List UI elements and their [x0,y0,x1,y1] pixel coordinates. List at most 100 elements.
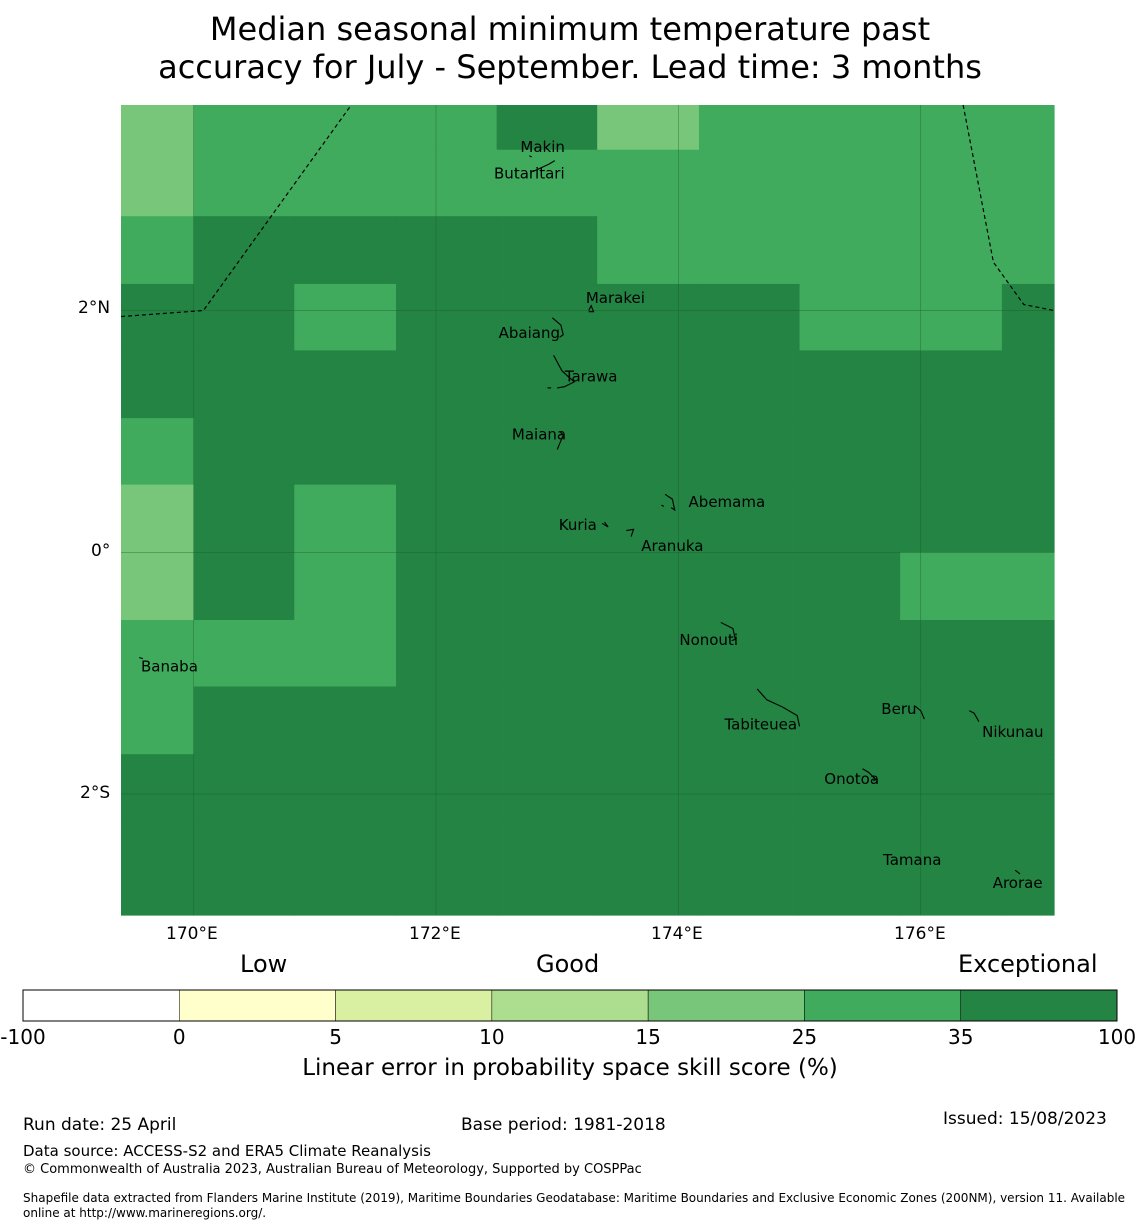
skill-cell [698,820,801,916]
skill-cell [698,418,801,486]
skill-cell [900,552,1003,621]
colorbar-tick-label: 25 [791,1025,818,1049]
colorbar-segment [960,989,1118,1022]
island-outline [556,431,564,450]
skill-cell [1001,350,1055,419]
skill-cell [698,484,801,553]
skill-cell [1001,754,1055,822]
place-label: Butaritari [494,164,565,182]
skill-cell [496,820,598,916]
skill-cell [396,283,498,352]
skill-cell [121,283,195,352]
skill-cell [900,820,1003,916]
skill-cell [597,484,700,553]
chart-title: Median seasonal minimum temperature past… [0,10,1140,86]
place-label: Nonouti [679,631,738,649]
island-outline [664,493,676,512]
skill-cell [1001,552,1055,621]
graticule [121,105,1054,915]
skill-cell [193,552,295,621]
lat-tick-0: 0° [91,541,111,561]
lon-tick-174: 174°E [651,924,703,944]
colorbar-tick-label: 10 [479,1025,505,1049]
lat-tick-2n: 2°N [78,298,111,318]
island-outline [1014,869,1021,875]
skill-cell [597,149,700,217]
skill-cell [698,216,801,285]
skill-cell [396,552,498,621]
island-outline [917,856,920,859]
island-outline [553,354,576,389]
skill-cell [193,216,295,285]
skill-cell [1001,105,1055,151]
lat-tick-2s: 2°S [80,783,111,803]
skill-cell [496,418,598,486]
skill-cell [396,105,498,151]
place-label: Makin [520,138,565,156]
skill-cell [121,552,195,621]
skill-cell [799,105,901,151]
island-outline [756,688,801,727]
skill-cell [496,686,598,755]
skill-cell [698,620,801,688]
lon-tick-170: 170°E [166,924,218,944]
skill-cell [1001,820,1055,916]
skill-cell [193,283,295,352]
skill-cell [294,484,397,553]
colorbar-segment [335,989,493,1022]
island-outline [601,521,609,528]
island-outline [626,528,635,537]
skill-cell [597,350,700,419]
colorbar-label-low: Low [240,950,288,978]
colorbar-tick-label: -100 [0,1025,46,1049]
colorbar-segment [179,989,336,1022]
island-outline [862,768,877,782]
skill-cell [396,620,498,688]
skill-cell [193,350,295,419]
skill-cell [294,283,397,352]
skill-cell [1001,149,1055,217]
colorbar-tick-label: 35 [947,1025,974,1049]
skill-cell [396,350,498,419]
skill-cell [799,216,901,285]
island-outline [588,304,595,313]
place-label: Marakei [586,289,645,307]
base-period: Base period: 1981-2018 [461,1115,666,1135]
skill-cell [294,418,397,486]
skill-cell [121,686,195,755]
island-outline [532,160,556,172]
skill-cell [193,686,295,755]
place-label: Tamana [882,851,941,869]
lon-tick-172: 172°E [409,924,461,944]
island-outline [552,317,564,338]
colorbar-segment [22,989,180,1022]
skill-cell [496,552,598,621]
skill-cell [597,418,700,486]
skill-cell [121,484,195,553]
skill-cell [799,620,901,688]
colorbar [22,989,1118,1022]
skill-cell [900,620,1003,688]
skill-cell [799,418,901,486]
skill-cell [294,754,397,822]
skill-cell [294,105,397,151]
colorbar-title: Linear error in probability space skill … [302,1055,838,1081]
title-line-1: Median seasonal minimum temperature past [209,10,931,48]
skill-cell [294,149,397,217]
skill-cell [799,283,901,352]
skill-cell [294,216,397,285]
eez-line [962,104,1055,312]
skill-cell [496,350,598,419]
skill-cell [121,216,195,285]
skill-cell [193,754,295,822]
skill-cell [496,620,598,688]
skill-cell [799,686,901,755]
skill-cell [698,149,801,217]
skill-cell [496,216,598,285]
skill-cell [121,418,195,486]
eez-boundary [120,104,1055,318]
skill-cell [900,686,1003,755]
skill-cell [396,149,498,217]
skill-cell [597,820,700,916]
colorbar-frame [22,989,1118,1022]
